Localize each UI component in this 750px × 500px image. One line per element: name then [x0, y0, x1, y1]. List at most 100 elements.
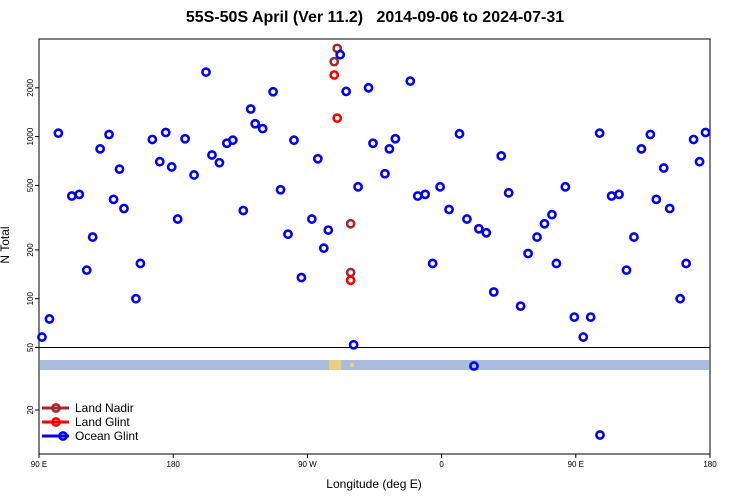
point-ocean-glint [119, 203, 129, 214]
x-tick-label: 90 E [568, 460, 584, 469]
y-tick-label: 50 [26, 343, 35, 352]
point-ocean-glint [44, 314, 55, 324]
y-axis-title: N Total [0, 226, 12, 263]
point-ocean-glint [560, 181, 571, 192]
point-ocean-glint [214, 157, 225, 168]
y-tick-label: 2000 [26, 78, 35, 96]
point-ocean-glint [95, 143, 106, 154]
point-land-glint [329, 70, 340, 80]
point-ocean-glint [283, 229, 293, 240]
point-ocean-glint [496, 151, 507, 161]
y-tick-label: 200 [26, 243, 35, 257]
point-ocean-glint [306, 214, 317, 224]
legend-entry-land-glint: Land Glint [42, 415, 130, 429]
point-ocean-glint [585, 312, 596, 323]
point-ocean-glint [250, 118, 261, 129]
land-band-segment [329, 360, 341, 370]
point-ocean-glint [172, 214, 183, 224]
point-ocean-glint [380, 168, 390, 179]
point-ocean-glint [268, 86, 279, 97]
point-land-nadir [345, 218, 356, 229]
point-ocean-glint [539, 218, 550, 229]
y-tick-label: 100 [26, 291, 35, 305]
point-ocean-glint [435, 181, 446, 192]
chart-title: 55S-50S April (Ver 11.2) 2014-09-06 to 2… [185, 9, 565, 26]
y-axis-ticks: 50 100 200 500 1000 2000 20 [26, 78, 39, 414]
point-ocean-glint [547, 209, 557, 220]
point-ocean-glint [66, 191, 77, 201]
land-band-segment [350, 363, 354, 367]
point-ocean-glint [481, 227, 492, 238]
point-ocean-glint [53, 128, 64, 139]
plot-frame [38, 38, 711, 455]
point-ocean-glint [645, 129, 656, 140]
point-ocean-glint [688, 134, 699, 145]
point-ocean-glint [515, 301, 526, 312]
point-ocean-glint [160, 127, 171, 138]
point-ocean-glint [318, 243, 329, 254]
point-ocean-glint [651, 194, 662, 205]
point-land-glint [332, 113, 343, 124]
point-ocean-glint [420, 189, 431, 200]
data-points [37, 43, 711, 440]
legend-entry-land-nadir: Land Nadir [42, 401, 134, 415]
point-ocean-glint [201, 67, 211, 77]
legend-entry-ocean-glint: Ocean Glint [42, 429, 139, 443]
point-ocean-glint [664, 203, 675, 214]
point-land-glint [345, 275, 356, 286]
y-tick-label: 500 [26, 178, 35, 192]
point-ocean-glint [335, 49, 346, 60]
point-ocean-glint [348, 339, 359, 350]
point-ocean-glint [81, 265, 92, 276]
x-tick-label: 0 [439, 460, 444, 469]
legend-label-ocean-glint: Ocean Glint [75, 429, 139, 443]
point-ocean-glint [454, 128, 465, 139]
point-ocean-glint [473, 223, 484, 234]
point-land-nadir [329, 56, 340, 67]
point-ocean-glint [147, 134, 158, 145]
x-tick-label: 180 [703, 460, 717, 469]
point-ocean-glint [658, 163, 669, 173]
y-tick-label: 20 [26, 405, 35, 414]
land-band-group [329, 360, 354, 370]
point-ocean-glint [569, 312, 580, 323]
point-ocean-glint [104, 129, 114, 140]
point-ocean-glint [621, 265, 632, 276]
point-ocean-glint [131, 293, 141, 304]
point-ocean-glint [289, 135, 299, 146]
point-ocean-glint [681, 258, 692, 269]
point-ocean-glint [166, 162, 177, 172]
point-ocean-glint [227, 135, 238, 146]
point-ocean-glint [384, 143, 395, 154]
point-ocean-glint [323, 225, 334, 235]
legend-swatch-marker [51, 403, 61, 413]
point-ocean-glint [594, 128, 605, 139]
point-ocean-glint [595, 430, 605, 440]
point-ocean-glint [74, 189, 85, 200]
legend-swatch-marker [51, 417, 61, 427]
point-ocean-glint [353, 181, 363, 192]
point-ocean-glint [694, 156, 705, 167]
point-ocean-glint [578, 332, 589, 342]
point-ocean-glint [390, 133, 401, 144]
x-tick-label: 180 [167, 460, 181, 469]
point-ocean-glint [368, 138, 378, 149]
point-ocean-glint [114, 164, 125, 175]
ocean-band [40, 360, 709, 370]
point-ocean-glint [207, 150, 217, 160]
point-ocean-glint [312, 153, 323, 164]
point-ocean-glint [238, 205, 249, 216]
point-ocean-glint [503, 187, 514, 198]
x-tick-label: 90 E [31, 460, 47, 469]
point-ocean-glint [275, 184, 286, 195]
point-ocean-glint [37, 332, 47, 342]
point-ocean-glint [606, 191, 617, 201]
legend-label-land-glint: Land Glint [75, 415, 130, 429]
point-ocean-glint [405, 76, 416, 86]
point-ocean-glint [675, 293, 686, 304]
point-ocean-glint [700, 127, 711, 138]
point-ocean-glint [180, 133, 191, 144]
point-ocean-glint [629, 232, 639, 242]
point-ocean-glint [245, 104, 256, 114]
